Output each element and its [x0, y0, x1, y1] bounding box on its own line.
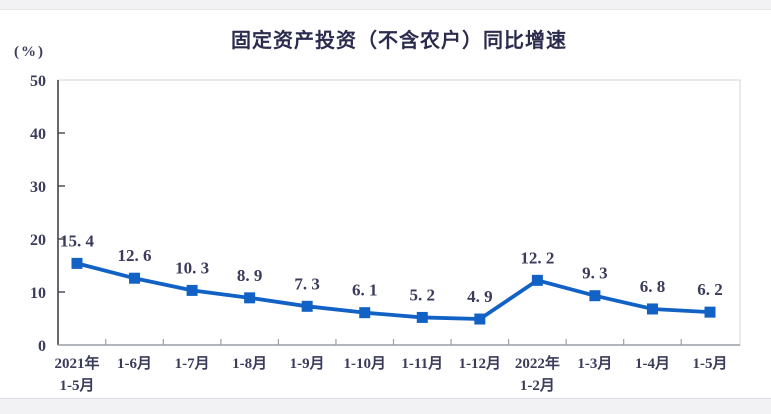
data-point-marker — [531, 274, 543, 286]
x-axis-category-label: 1-9月 — [290, 355, 325, 372]
page-edge-bottom — [0, 398, 771, 414]
y-axis-tick-label: 40 — [30, 126, 46, 143]
data-point-value-label: 8. 9 — [237, 266, 263, 285]
data-point-marker — [244, 292, 256, 304]
page-edge-top — [0, 0, 771, 10]
x-axis-category-label: 2021年 — [54, 354, 99, 372]
y-axis-tick-label: 50 — [30, 73, 46, 90]
x-axis-category-label: 1-8月 — [232, 355, 267, 372]
data-point-marker — [359, 307, 371, 319]
y-axis-tick-label: 30 — [30, 179, 46, 196]
data-line — [75, 261, 712, 321]
data-point-value-label: 5. 2 — [410, 285, 436, 304]
data-point-marker — [301, 300, 313, 312]
y-axis-tick-label: 10 — [30, 285, 46, 302]
data-point-value-label: 4. 9 — [467, 287, 493, 306]
y-axis-unit-label: (%) — [14, 44, 45, 60]
x-axis-category-label: 1-7月 — [175, 355, 210, 372]
data-point-marker — [71, 257, 83, 269]
x-axis-category-label: 1-4月 — [635, 355, 670, 372]
data-point-marker — [129, 272, 141, 284]
x-axis-category-label: 1-12月 — [459, 355, 502, 372]
data-point-marker — [704, 306, 716, 318]
data-point-marker — [589, 290, 601, 302]
data-point-value-label: 7. 3 — [294, 274, 320, 293]
x-axis-category-label: 1-5月 — [60, 377, 95, 394]
plot-area — [57, 79, 741, 346]
data-point-value-label: 10. 3 — [175, 258, 209, 277]
x-axis-category-label: 1-11月 — [401, 355, 443, 372]
chart-title: 固定资产投资（不含农户）同比增速 — [231, 30, 567, 52]
data-point-value-label: 12. 2 — [520, 248, 554, 267]
x-axis-category-label: 1-6月 — [117, 355, 152, 372]
data-point-marker — [416, 311, 428, 323]
x-axis-category-label: 1-3月 — [577, 355, 612, 372]
data-point-value-label: 6. 1 — [352, 281, 378, 300]
x-axis-category-label: 2022年 — [515, 354, 560, 372]
data-point-marker — [646, 303, 658, 315]
y-axis-tick-label: 20 — [30, 232, 46, 249]
x-axis-category-label: 1-10月 — [343, 355, 386, 372]
data-point-value-label: 6. 8 — [640, 277, 666, 296]
x-axis-category-label: 1-2月 — [520, 377, 555, 394]
data-point-marker — [474, 313, 486, 325]
data-point-marker — [186, 284, 198, 296]
data-point-value-label: 6. 2 — [697, 280, 723, 299]
y-axis-tick-label: 0 — [38, 338, 46, 355]
data-point-value-label: 12. 6 — [118, 246, 152, 265]
data-point-value-label: 15. 4 — [60, 231, 95, 250]
x-axis-category-label: 1-5月 — [693, 355, 728, 372]
data-point-value-label: 9. 3 — [582, 264, 608, 283]
